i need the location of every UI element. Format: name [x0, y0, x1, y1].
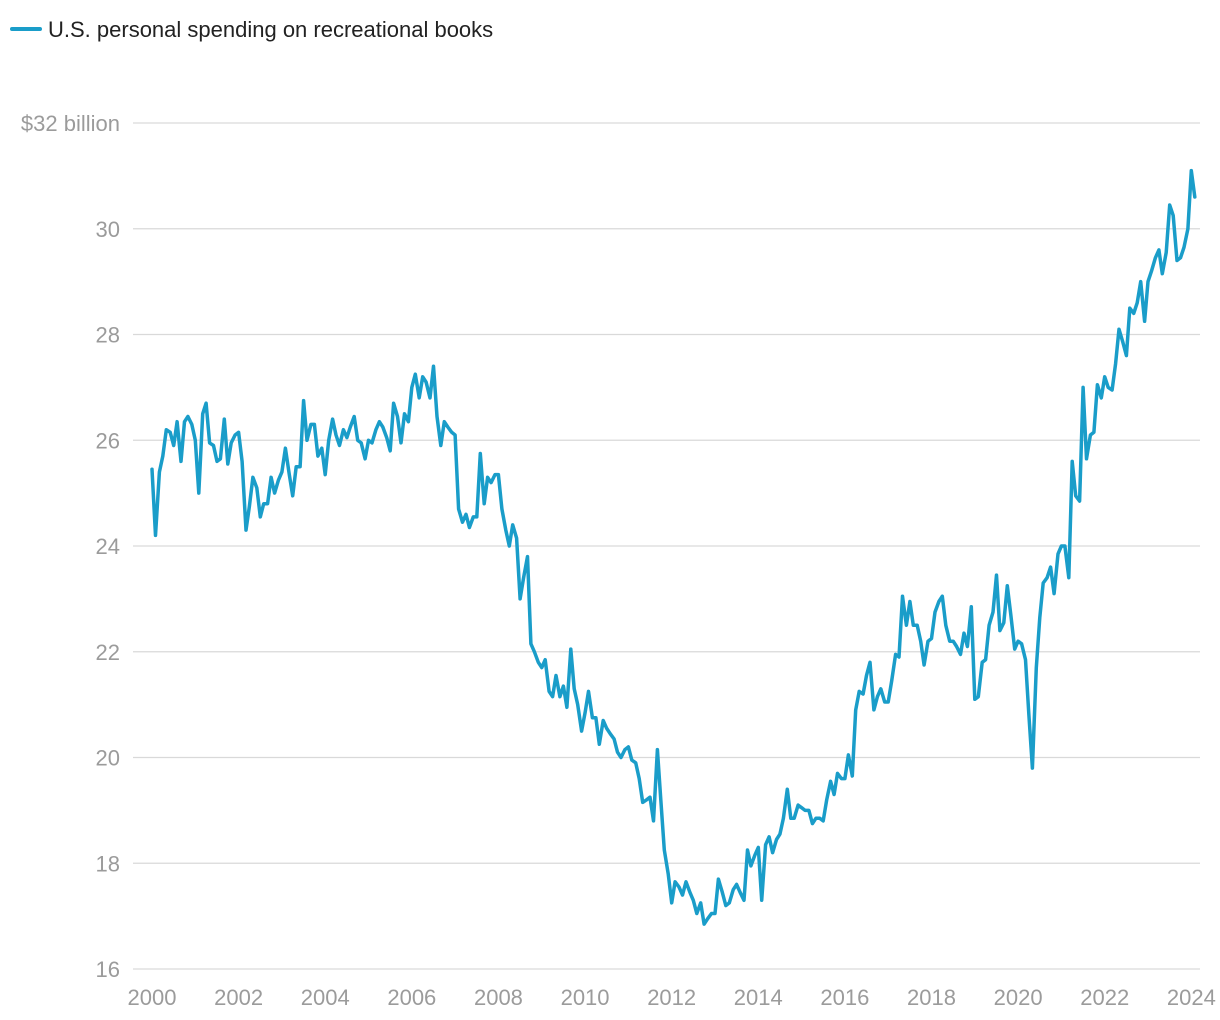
y-tick-label-18: 18 — [96, 851, 120, 876]
x-tick-label-2018: 2018 — [907, 985, 956, 1010]
x-tick-label-2008: 2008 — [474, 985, 523, 1010]
y-tick-label-16: 16 — [96, 957, 120, 982]
x-tick-label-2014: 2014 — [734, 985, 783, 1010]
y-tick-label-20: 20 — [96, 746, 120, 771]
gridlines — [133, 122, 1200, 970]
x-tick-label-2000: 2000 — [128, 985, 177, 1010]
x-axis: 2000 2002 2004 2006 2008 2010 2012 2014 2016 2018… — [128, 985, 1216, 1010]
legend-label: U.S. personal spending on recreational b… — [48, 17, 493, 42]
y-tick-label-32: $32 billion — [21, 111, 120, 136]
x-tick-label-2022: 2022 — [1080, 985, 1129, 1010]
y-axis: 16 18 20 22 24 26 28 30 $32 billion — [21, 111, 120, 982]
y-tick-label-30: 30 — [96, 217, 120, 242]
x-tick-label-2010: 2010 — [561, 985, 610, 1010]
y-tick-label-28: 28 — [96, 323, 120, 348]
x-tick-label-2012: 2012 — [647, 985, 696, 1010]
x-tick-label-2004: 2004 — [301, 985, 350, 1010]
x-tick-label-2006: 2006 — [387, 985, 436, 1010]
legend: U.S. personal spending on recreational b… — [10, 17, 493, 42]
x-tick-label-2002: 2002 — [214, 985, 263, 1010]
y-tick-label-24: 24 — [96, 534, 120, 559]
y-tick-label-26: 26 — [96, 428, 120, 453]
series-group — [150, 168, 1197, 926]
x-tick-label-2016: 2016 — [820, 985, 869, 1010]
x-tick-label-2020: 2020 — [994, 985, 1043, 1010]
y-tick-label-22: 22 — [96, 640, 120, 665]
series-line-0 — [150, 168, 1197, 926]
x-tick-label-2024: 2024 — [1167, 985, 1216, 1010]
